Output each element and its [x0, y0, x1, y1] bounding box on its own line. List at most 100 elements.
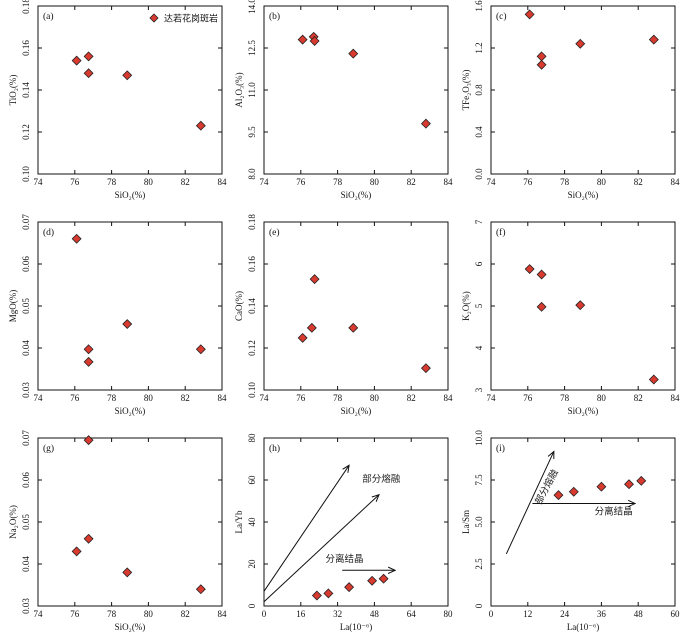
y-tick-label: 0.07: [21, 214, 31, 230]
x-tick-label: 60: [671, 609, 681, 619]
data-point: [83, 533, 94, 544]
y-tick-label: 11.0: [247, 82, 257, 98]
x-tick-label: 80: [144, 177, 154, 187]
data-point: [536, 59, 547, 70]
y-tick-label: 7.5: [474, 474, 484, 486]
y-axis-label: Al₂O₃(%): [234, 72, 244, 107]
data-point: [524, 264, 535, 275]
x-tick-label: 82: [181, 393, 190, 403]
data-point: [122, 567, 133, 578]
y-tick-label: 3: [474, 387, 484, 392]
y-tick-label: 10.0: [474, 430, 484, 446]
y-tick-label: 0.18: [21, 0, 31, 14]
annotation-label: 分离结晶: [595, 505, 633, 517]
x-tick-label: 84: [671, 393, 681, 403]
panel-tag: (e): [269, 227, 280, 238]
panel-tag: (a): [43, 11, 54, 22]
y-axis-label: MgO(%): [8, 290, 18, 323]
y-tick-label: 0.18: [247, 214, 257, 230]
y-axis-label: TiO₂(%): [8, 75, 18, 106]
x-tick-label: 82: [407, 393, 416, 403]
x-tick-label: 78: [107, 609, 117, 619]
data-point: [536, 269, 547, 280]
data-point: [297, 332, 308, 343]
data-point: [122, 319, 133, 330]
data-point: [195, 584, 206, 595]
data-point: [83, 435, 94, 446]
y-tick-label: 0.03: [21, 382, 31, 398]
data-point: [348, 322, 359, 333]
plot-frame: [490, 437, 676, 607]
y-tick-label: 0.07: [21, 430, 31, 446]
x-tick-label: 76: [523, 177, 533, 187]
legend-marker: [149, 13, 159, 23]
y-tick-label: 60: [247, 475, 257, 485]
data-point: [71, 55, 82, 66]
data-point: [195, 344, 206, 355]
y-tick-label: 6: [474, 261, 484, 266]
data-point: [71, 233, 82, 244]
x-tick-label: 82: [634, 393, 643, 403]
panel-f: 74 76 78 80 82 84 3 4 5 6 7 SiO₂(%) K₂O(%) (f): [461, 219, 680, 416]
data-point: [309, 274, 320, 285]
annotation-label: 部分熔融: [362, 473, 401, 485]
data-point: [575, 38, 586, 49]
data-point: [648, 34, 659, 45]
panel-tag: (g): [43, 443, 54, 454]
x-axis-label: SiO₂(%): [115, 622, 146, 632]
x-tick-label: 74: [487, 393, 497, 403]
y-axis-label: TFe₂O₃(%): [461, 70, 471, 111]
panel-e: 74 76 78 80 82 84 0.10 0.12 0.14 0.16 0.18 SiO₂(%) C…: [234, 214, 453, 416]
x-tick-label: 84: [218, 177, 228, 187]
x-tick-label: 82: [634, 177, 643, 187]
panel-tag: (i): [496, 443, 505, 454]
x-tick-label: 80: [597, 393, 607, 403]
data-point: [378, 573, 389, 584]
x-tick-label: 76: [296, 393, 306, 403]
x-tick-label: 78: [333, 393, 343, 403]
x-tick-label: 74: [487, 177, 497, 187]
x-axis-label: La(10⁻⁶): [340, 622, 372, 632]
data-point: [596, 481, 607, 492]
data-point: [568, 486, 579, 497]
y-tick-label: 0.10: [247, 382, 257, 398]
x-tick-label: 64: [407, 609, 417, 619]
data-point: [311, 590, 322, 601]
data-point: [636, 475, 647, 486]
x-tick-label: 82: [407, 177, 416, 187]
plot-frame: [37, 437, 223, 607]
y-tick-label: 40: [247, 517, 257, 527]
panel-g: 74 76 78 80 82 84 0.03 0.04 0.05 0.06 0.07 SiO₂(%) N…: [8, 430, 227, 632]
y-axis-label: K₂O(%): [461, 291, 471, 321]
x-tick-label: 76: [70, 177, 80, 187]
data-point: [367, 575, 378, 586]
x-tick-label: 80: [144, 393, 154, 403]
x-tick-label: 84: [444, 177, 454, 187]
y-tick-label: 20: [247, 559, 257, 569]
x-tick-label: 84: [444, 393, 454, 403]
y-tick-label: 0.04: [21, 340, 31, 356]
data-point: [297, 34, 308, 45]
x-tick-label: 48: [370, 609, 380, 619]
y-axis-label: Na₂O(%): [8, 505, 18, 539]
y-tick-label: 0.0: [474, 168, 484, 180]
y-tick-label: 1.6: [474, 0, 484, 12]
panel-tag: (b): [269, 11, 280, 22]
panel-h: 0 16 32 48 64 80 0 20 40 60 80 La(10⁻⁶) La/Yb (h) 部分熔融…: [234, 433, 453, 632]
x-tick-label: 78: [333, 177, 343, 187]
data-point: [309, 36, 320, 46]
y-tick-label: 80: [247, 433, 257, 443]
x-axis-label: SiO₂(%): [115, 190, 146, 200]
y-tick-label: 0.14: [21, 82, 31, 98]
y-tick-label: 0.12: [247, 340, 257, 356]
data-point: [553, 490, 564, 501]
plot-frame: [37, 5, 223, 175]
x-tick-label: 80: [370, 177, 380, 187]
x-axis-label: SiO₂(%): [341, 190, 372, 200]
x-tick-label: 74: [260, 393, 270, 403]
x-tick-label: 76: [70, 609, 80, 619]
y-tick-label: 9.5: [247, 126, 257, 138]
plot-frame: [490, 5, 676, 175]
x-tick-label: 80: [444, 609, 454, 619]
panel-tag: (f): [496, 227, 506, 238]
